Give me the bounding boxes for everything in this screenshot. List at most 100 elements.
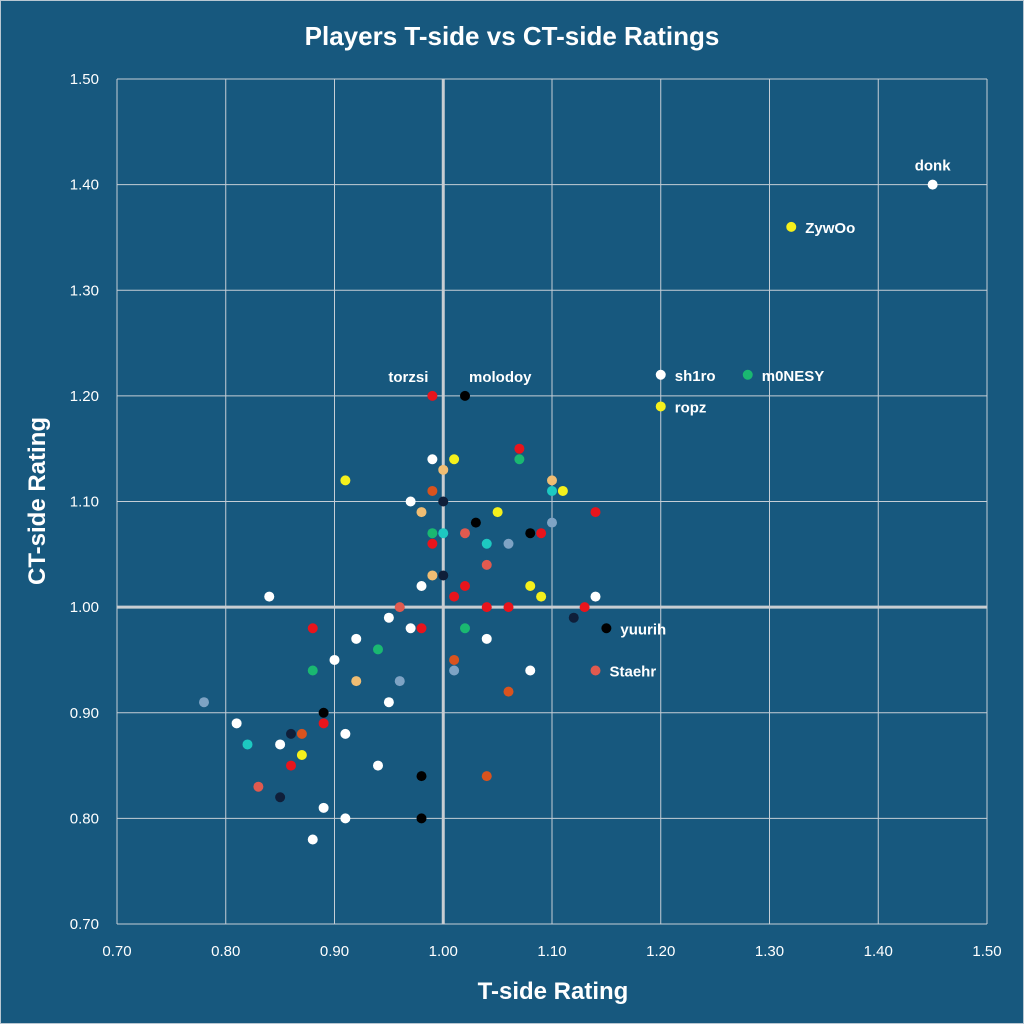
data-point	[318, 707, 329, 718]
data-point	[525, 528, 536, 539]
y-tick-label: 1.30	[70, 282, 99, 299]
data-point	[514, 454, 525, 465]
y-tick-label: 1.00	[70, 599, 99, 616]
data-point	[503, 538, 514, 549]
data-point	[601, 623, 612, 634]
data-point	[427, 390, 438, 401]
data-point	[927, 179, 938, 190]
data-point	[351, 676, 362, 687]
data-point	[427, 454, 438, 465]
point-label: yuurih	[620, 621, 666, 638]
data-point	[492, 507, 503, 518]
data-point	[307, 665, 318, 676]
data-point	[786, 221, 797, 232]
data-point	[503, 686, 514, 697]
point-label: m0NESY	[762, 368, 825, 385]
y-tick-label: 0.90	[70, 705, 99, 722]
data-point	[318, 718, 329, 729]
data-point	[590, 507, 601, 518]
data-point	[405, 623, 416, 634]
data-point	[394, 602, 405, 613]
x-tick-label: 1.20	[646, 943, 675, 960]
y-tick-label: 1.20	[70, 388, 99, 405]
point-label: sh1ro	[675, 368, 716, 385]
point-label: torzsi	[388, 369, 428, 386]
data-point	[449, 454, 460, 465]
data-point	[427, 570, 438, 581]
x-tick-label: 0.80	[211, 943, 240, 960]
data-point	[655, 401, 666, 412]
data-point	[242, 739, 253, 750]
data-point	[525, 581, 536, 591]
data-point	[405, 496, 416, 507]
data-point	[351, 633, 362, 644]
data-point	[438, 528, 449, 539]
data-point	[481, 633, 492, 644]
y-tick-label: 1.40	[70, 177, 99, 194]
point-label: Staehr	[610, 664, 657, 681]
data-point	[427, 528, 438, 539]
x-tick-label: 1.10	[537, 943, 566, 960]
data-point	[579, 602, 590, 613]
data-point	[590, 665, 601, 676]
data-point	[460, 581, 470, 591]
data-point	[275, 792, 286, 803]
y-tick-label: 0.70	[70, 916, 99, 933]
data-point	[275, 739, 286, 750]
x-tick-label: 1.40	[864, 943, 893, 960]
point-label: molodoy	[469, 369, 532, 386]
point-label: ropz	[675, 399, 707, 416]
data-point	[742, 369, 753, 380]
gridlines	[116, 78, 988, 925]
data-point	[307, 834, 318, 845]
x-tick-label: 0.90	[320, 943, 349, 960]
data-point	[286, 728, 296, 739]
point-label: donk	[915, 158, 951, 175]
data-point	[340, 813, 351, 824]
data-point	[481, 602, 492, 613]
data-point	[449, 654, 460, 665]
x-tick-label: 1.00	[429, 943, 458, 960]
data-point	[340, 475, 351, 486]
data-point	[394, 676, 405, 687]
x-tick-label: 0.70	[102, 943, 131, 960]
data-points	[199, 179, 938, 845]
data-point	[655, 369, 666, 380]
data-point	[460, 528, 470, 539]
data-point	[264, 591, 275, 602]
data-point	[318, 802, 329, 813]
data-point	[416, 507, 427, 518]
x-axis-label: T-side Rating	[478, 978, 629, 1005]
data-point	[416, 623, 427, 634]
data-point	[481, 559, 492, 570]
tick-labels: 0.70 0.80 0.90 1.00 1.10 1.20 1.30 1.40 1.50 0.70…	[70, 71, 1002, 960]
data-point	[503, 602, 514, 613]
data-point	[481, 538, 492, 549]
data-point	[383, 697, 394, 708]
data-point	[536, 528, 547, 539]
data-point	[373, 760, 383, 771]
point-label: ZywOo	[805, 220, 855, 237]
x-tick-label: 1.30	[755, 943, 784, 960]
data-point	[427, 485, 438, 496]
data-point	[547, 475, 557, 486]
data-point	[231, 718, 242, 729]
data-point	[307, 623, 318, 634]
data-point	[470, 517, 481, 528]
data-point	[438, 496, 449, 507]
data-point	[590, 591, 601, 602]
data-point	[525, 665, 536, 676]
data-point	[460, 623, 470, 634]
data-point	[547, 485, 557, 496]
y-tick-label: 0.80	[70, 810, 99, 827]
y-tick-label: 1.10	[70, 494, 99, 511]
chart-title: Players T-side vs CT-side Ratings	[305, 21, 720, 51]
data-point	[449, 591, 460, 602]
data-point	[438, 570, 449, 581]
data-point	[427, 538, 438, 549]
data-point	[557, 485, 568, 496]
x-tick-label: 1.50	[972, 943, 1001, 960]
data-point	[329, 654, 340, 665]
